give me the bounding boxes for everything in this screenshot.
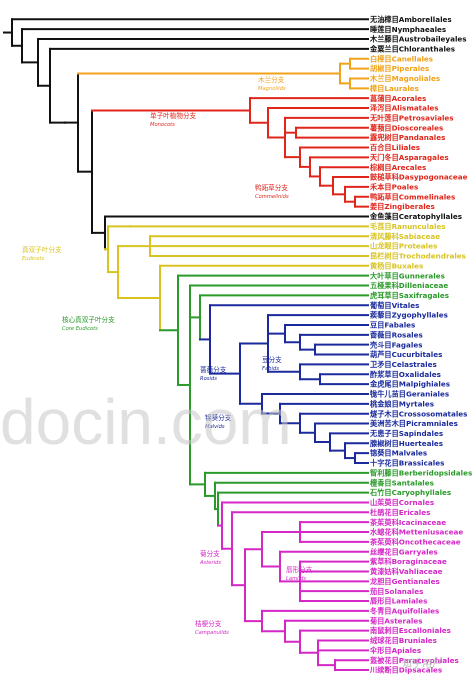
leaf-label: 川续断目Dipsacales <box>369 666 442 675</box>
leaf-label: 睡莲目Nymphaeales <box>370 25 446 34</box>
leaf-label: 胡椒目Piperales <box>370 64 429 73</box>
leaf-label: 无叶莲目Petrosaviales <box>369 114 454 123</box>
leaf-label: 鸭跖草目Commelinales <box>370 192 455 201</box>
leaf-label: 冬青目Aquifoliales <box>370 607 439 616</box>
leaf-label: 山茱萸目Cornales <box>370 498 434 507</box>
leaf-label: 菊目Asterales <box>369 616 423 625</box>
leaf-label: 伞形目Apiales <box>369 646 421 655</box>
leaf-label: 锦葵目Malvales <box>370 449 427 458</box>
leaf-label: 紫草科Boraginaceae <box>370 557 447 566</box>
leaf-label: 木兰目Magnoliales <box>369 74 440 83</box>
watermark-text: docin.com <box>0 386 292 458</box>
clade-label-cn: 核心真双子叶分支 <box>62 315 115 324</box>
leaf-label: 蔷薇目Rosales <box>370 330 423 339</box>
leaf-label: 百合目Liliales <box>370 143 420 152</box>
clade-label-cn: 蔷薇分支 <box>200 365 227 374</box>
leaf-label: 金鱼藻目Ceratophyllales <box>369 212 462 221</box>
leaf-label: 黄杨目Buxales <box>370 261 423 270</box>
leaf-label: 白樟目Canellales <box>370 54 433 63</box>
clade-label-cn: 鸭跖草分支 <box>255 183 288 192</box>
leaf-label: 泽泻目Alismatales <box>370 104 439 113</box>
clade-label-en: Eudicots <box>22 256 44 262</box>
leaf-label: 五桠果科Dilleniaceae <box>370 281 448 290</box>
leaf-label: 豆目Fabales <box>370 321 415 330</box>
clade-label-cn: 唇形分支 <box>286 565 313 574</box>
leaf-label: 卫矛目Celastrales <box>370 360 437 369</box>
leaf-label: 无患子目Sapindales <box>369 429 443 438</box>
leaf-label: 鼓槌草科Dasypogonaceae <box>370 173 468 182</box>
leaf-label: 清风藤科Sabiaceae <box>370 232 440 241</box>
clade-label-en: Magnoliids <box>258 86 286 92</box>
leaf-label: 棕榈目Arecales <box>369 163 426 172</box>
leaf-label: 樟目Laurales <box>369 84 419 93</box>
leaf-label: 姜目Zingiberales <box>370 202 435 211</box>
leaf-label: 薯蓣目Dioscoreales <box>369 123 443 132</box>
clade-label-cn: 桔梗分支 <box>195 619 222 628</box>
clade-label-en: Lamiids <box>286 576 306 582</box>
leaf-label: 绒球花目Bruniales <box>370 636 437 645</box>
leaf-label: 蒺藜目Zygophyllales <box>370 311 448 320</box>
leaf-label: 智利藤目Berberidopsidales <box>370 468 472 477</box>
leaf-label: 牻牛儿苗目Geraniales <box>370 390 449 399</box>
leaf-label: 茶茱萸科Icacinaceae <box>369 518 446 527</box>
leaf-label: 虎耳草目Saxifragales <box>370 291 449 300</box>
clade-label-en: Rosids <box>200 376 217 382</box>
leaf-label: 腺椒树目Huerteales <box>369 439 443 448</box>
clade-label-en: Malvids <box>205 424 225 430</box>
leaf-label: 十字花目Brassicales <box>370 459 444 468</box>
clade-label-cn: 单子叶植物分支 <box>150 111 197 120</box>
leaf-label: 露兜树目Pandanales <box>370 133 445 142</box>
leaf-label: 茄目Solanales <box>369 587 423 596</box>
leaf-label: 壳斗目Fagales <box>369 340 423 349</box>
clade-label-en: Fabids <box>262 366 279 372</box>
leaf-label: 金虎尾目Malpighiales <box>369 380 450 389</box>
leaf-label: 檀香目Santalales <box>370 478 434 487</box>
leaf-label: 石竹目Caryophyllales <box>369 488 451 497</box>
clade-label-cn: 木兰分支 <box>258 75 285 84</box>
leaf-label: 燧子木目Crossosomatales <box>370 409 467 418</box>
leaf-label: 山龙眼目Proteales <box>370 242 437 251</box>
clade-label-en: Commelinids <box>255 194 289 200</box>
leaf-label: 禾本目Poales <box>370 183 418 192</box>
group-labels: 木兰分支 Magnoliids 单子叶植物分支 Monocots 鸭跖草分支 Commel… <box>22 75 313 636</box>
clade-label-cn: 真双子叶分支 <box>22 245 62 254</box>
clade-label-cn: 锦葵分支 <box>205 413 232 422</box>
leaf-label: 大叶草目Gunnerales <box>370 271 445 280</box>
clade-label-en: Asterids <box>199 560 221 566</box>
leaf-label: 龙胆目Gentianales <box>369 577 440 586</box>
clade-label-en: Campanulids <box>195 630 229 636</box>
leaf-label: 盔被花目Paracryphiales <box>369 656 459 665</box>
leaf-label: 杜鹃花目Ericales <box>370 508 430 517</box>
tree-branches <box>3 18 369 672</box>
clade-label-cn: 豆分支 <box>262 355 282 364</box>
leaf-label: 酢浆草目Oxalidales <box>370 370 441 379</box>
leaf-label: 黄漆姑科Vahliaceae <box>370 567 443 576</box>
leaf-label: 南鼠刺目Escalloniales <box>370 626 451 635</box>
leaf-label: 木兰藤目Austrobaileyales <box>369 35 467 44</box>
leaf-label: 丝缨花目Garryales <box>370 547 438 556</box>
leaf-label: 金粟兰目Chloranthales <box>369 44 455 53</box>
clade-label-cn: 菊分支 <box>200 549 220 558</box>
corner-credit: 知乎用户 <box>402 657 442 670</box>
leaf-label: 水螅花科Metteniusaceae <box>369 528 463 537</box>
leaf-label: 美洲苦木目Picramniales <box>369 419 458 428</box>
leaf-labels: 无油樟目Amborellales睡莲目Nymphaeales木兰藤目Austro… <box>369 15 472 675</box>
leaf-label: 昆栏树目Trochodendrales <box>370 252 466 261</box>
leaf-label: 茶茱萸科Oncothecaceae <box>369 537 461 546</box>
clade-label-en: Core Eudicots <box>62 326 98 332</box>
leaf-label: 菖蒲目Acorales <box>370 94 426 103</box>
leaf-label: 桃金娘目Myrtales <box>370 399 434 408</box>
leaf-label: 无油樟目Amborellales <box>369 15 452 24</box>
leaf-label: 葡萄目Vitales <box>369 301 419 310</box>
leaf-label: 毛茛目Ranunculales <box>370 222 446 231</box>
leaf-label: 唇形目Lamiales <box>370 597 427 606</box>
leaf-label: 天门冬目Asparagales <box>370 153 449 162</box>
leaf-label: 葫芦目Cucurbitales <box>370 350 442 359</box>
clade-label-en: Monocots <box>150 122 175 128</box>
